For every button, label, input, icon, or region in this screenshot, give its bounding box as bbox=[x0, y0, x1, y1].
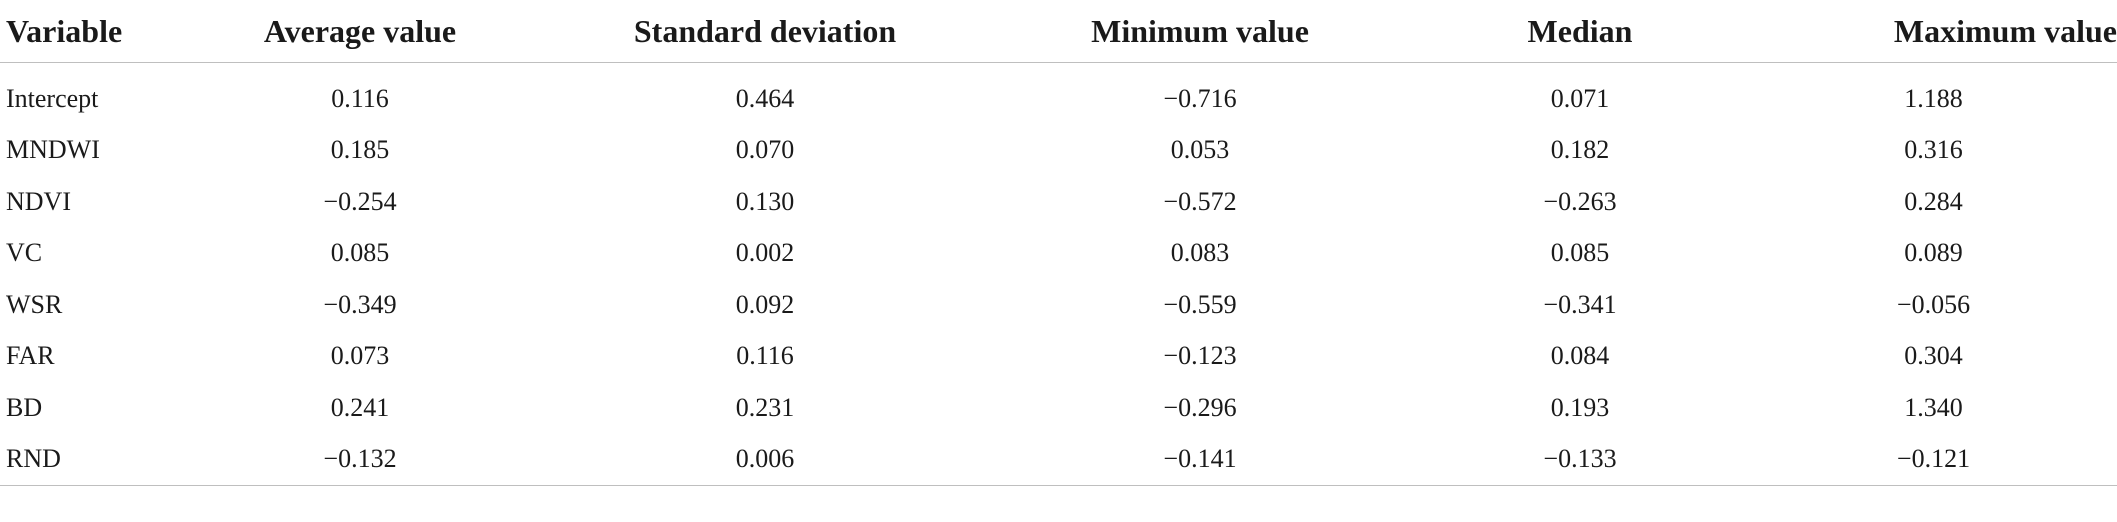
cell-median: 0.182 bbox=[1550, 135, 1610, 165]
cell-minimum-value: −0.296 bbox=[1163, 392, 1237, 422]
cell-minimum-value: −0.123 bbox=[1163, 341, 1237, 371]
cell-variable: NDVI bbox=[6, 186, 71, 216]
spacer-row bbox=[0, 63, 2117, 74]
cell-average-value: −0.132 bbox=[180, 433, 540, 486]
cell-minimum-value: 0.083 bbox=[1170, 238, 1230, 268]
header-variable: Variable bbox=[0, 0, 180, 63]
cell-maximum-value: −0.056 bbox=[1896, 289, 1971, 319]
table-row: WSR −0.349 0.092 −0.559 −0.341 −0.056 bbox=[0, 279, 2117, 331]
cell-maximum-value: 0.089 bbox=[1904, 238, 1963, 268]
cell-average-value: 0.085 bbox=[330, 238, 390, 268]
table-row: Intercept 0.116 0.464 −0.716 0.071 1.188 bbox=[0, 73, 2117, 125]
header-median: Median bbox=[1410, 0, 1750, 63]
cell-variable: WSR bbox=[6, 289, 63, 319]
cell-median: 0.084 bbox=[1550, 341, 1610, 371]
header-average-value: Average value bbox=[180, 0, 540, 63]
cell-standard-deviation: 0.070 bbox=[735, 135, 795, 165]
header-maximum-value: Maximum value bbox=[1750, 0, 2117, 63]
cell-minimum-value: −0.716 bbox=[1163, 83, 1237, 113]
cell-median: −0.263 bbox=[1543, 186, 1617, 216]
cell-standard-deviation: 0.006 bbox=[540, 433, 990, 486]
cell-variable: MNDWI bbox=[6, 135, 100, 165]
cell-average-value: 0.116 bbox=[331, 83, 389, 113]
cell-standard-deviation: 0.092 bbox=[735, 289, 795, 319]
cell-maximum-value: 0.304 bbox=[1904, 341, 1963, 371]
table-row: NDVI −0.254 0.130 −0.572 −0.263 0.284 bbox=[0, 176, 2117, 228]
cell-average-value: −0.349 bbox=[323, 289, 397, 319]
statistics-table: Variable Average value Standard deviatio… bbox=[0, 0, 2117, 486]
cell-variable: VC bbox=[6, 238, 43, 268]
header-row: Variable Average value Standard deviatio… bbox=[0, 0, 2117, 63]
cell-maximum-value: −0.121 bbox=[1750, 433, 2117, 486]
cell-standard-deviation: 0.130 bbox=[735, 186, 795, 216]
table-row: MNDWI 0.185 0.070 0.053 0.182 0.316 bbox=[0, 125, 2117, 177]
cell-minimum-value: 0.053 bbox=[1170, 135, 1230, 165]
cell-average-value: 0.241 bbox=[330, 392, 390, 422]
table-row: FAR 0.073 0.116 −0.123 0.084 0.304 bbox=[0, 331, 2117, 383]
cell-minimum-value: −0.572 bbox=[1163, 186, 1237, 216]
cell-median: −0.133 bbox=[1410, 433, 1750, 486]
cell-variable: Intercept bbox=[6, 83, 99, 113]
cell-maximum-value: 1.188 bbox=[1904, 83, 1963, 113]
cell-maximum-value: 0.284 bbox=[1904, 186, 1963, 216]
cell-median: −0.341 bbox=[1543, 289, 1617, 319]
table-row: VC 0.085 0.002 0.083 0.085 0.089 bbox=[0, 228, 2117, 280]
cell-standard-deviation: 0.116 bbox=[736, 341, 794, 371]
cell-maximum-value: 0.316 bbox=[1904, 135, 1963, 165]
cell-variable: RND bbox=[0, 433, 180, 486]
table-header: Variable Average value Standard deviatio… bbox=[0, 0, 2117, 63]
cell-median: 0.071 bbox=[1550, 83, 1610, 113]
cell-average-value: 0.073 bbox=[330, 341, 390, 371]
cell-standard-deviation: 0.002 bbox=[735, 238, 795, 268]
table-row: BD 0.241 0.231 −0.296 0.193 1.340 bbox=[0, 382, 2117, 434]
table-row: RND −0.132 0.006 −0.141 −0.133 −0.121 bbox=[0, 433, 2117, 486]
cell-variable: BD bbox=[6, 392, 43, 422]
header-standard-deviation: Standard deviation bbox=[540, 0, 990, 63]
cell-average-value: 0.185 bbox=[330, 135, 390, 165]
cell-median: 0.193 bbox=[1550, 392, 1610, 422]
cell-average-value: −0.254 bbox=[323, 186, 397, 216]
cell-variable: FAR bbox=[6, 341, 55, 371]
cell-standard-deviation: 0.231 bbox=[735, 392, 795, 422]
header-minimum-value: Minimum value bbox=[990, 0, 1410, 63]
cell-standard-deviation: 0.464 bbox=[735, 83, 795, 113]
cell-maximum-value: 1.340 bbox=[1904, 392, 1963, 422]
cell-median: 0.085 bbox=[1550, 238, 1610, 268]
table-body: Intercept 0.116 0.464 −0.716 0.071 1.188 MNDWI… bbox=[0, 63, 2117, 486]
cell-minimum-value: −0.559 bbox=[1163, 289, 1237, 319]
cell-minimum-value: −0.141 bbox=[990, 433, 1410, 486]
